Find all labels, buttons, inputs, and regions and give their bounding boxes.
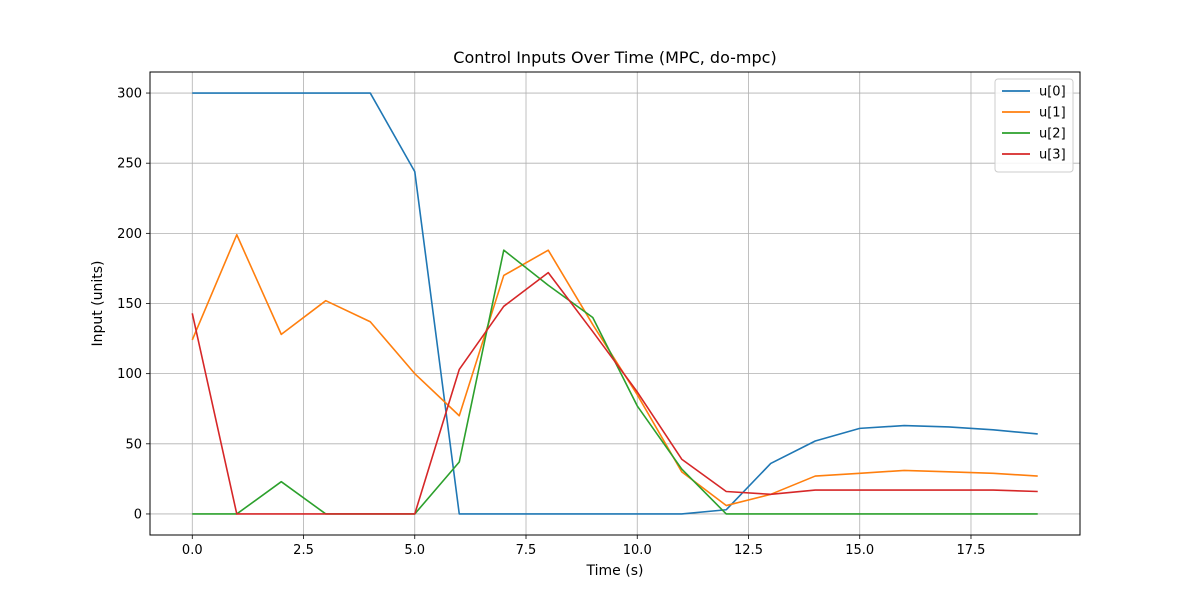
legend: u[0] u[1] u[2] u[3] [994,78,1074,173]
legend-box [994,78,1074,173]
y-tick-label: 200 [117,227,142,242]
x-tick-label: 5.0 [404,543,425,558]
ticks-layer: 0.0 2.5 5.0 7.5 10.0 12.5 15.0 17.5 0 50 100 150 200… [117,87,985,558]
x-tick-label: 12.5 [734,543,763,558]
y-axis-title: Input (units) [90,260,106,346]
series-line-u3 [191,271,1038,515]
y-tick-label: 250 [117,157,142,172]
series-line-u1 [191,233,1038,507]
y-tick-label: 150 [117,297,142,312]
series-layer [191,92,1038,515]
chart-title: Control Inputs Over Time (MPC, do-mpc) [453,48,776,67]
legend-label: u[0] [1039,85,1066,100]
y-tick-label: 50 [125,437,142,452]
y-tick-label: 0 [134,507,142,522]
x-tick-label: 10.0 [623,543,652,558]
y-tick-label: 100 [117,367,142,382]
x-axis-title: Time (s) [586,563,644,579]
x-tick-label: 15.0 [845,543,874,558]
legend-label: u[1] [1039,106,1066,121]
legend-label: u[3] [1039,148,1066,163]
legend-label: u[2] [1039,127,1066,142]
x-tick-label: 2.5 [293,543,314,558]
series-line-u0 [192,92,1038,515]
x-tick-label: 17.5 [957,543,986,558]
y-tick-label: 300 [117,87,142,102]
x-tick-label: 7.5 [516,543,537,558]
x-tick-label: 0.0 [182,543,203,558]
